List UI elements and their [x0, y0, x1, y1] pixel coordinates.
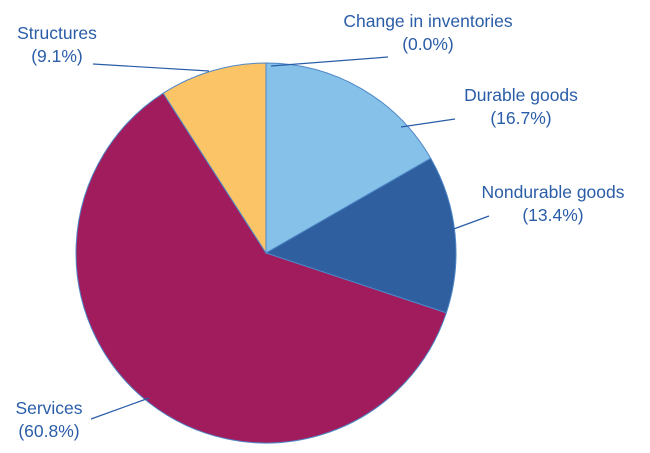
- label-services: Services (60.8%): [3, 397, 95, 443]
- slice-label-pct: (16.7%): [490, 108, 552, 128]
- slice-label-text: Durable goods: [464, 85, 578, 105]
- pie-slice-nondurable-goods: [264, 157, 457, 314]
- slice-label-pct: (60.8%): [18, 421, 80, 441]
- slice-label-text: Structures: [17, 23, 97, 43]
- label-nondurable-goods: Nondurable goods (13.4%): [456, 181, 650, 227]
- leader-line-change-in-inventories: [270, 56, 389, 67]
- label-change-in-inventories: Change in inventories (0.0%): [308, 10, 548, 56]
- leader-line-nondurable-goods: [450, 215, 490, 231]
- label-structures: Structures (9.1%): [2, 22, 112, 68]
- pie-slice-durable-goods: [265, 62, 432, 254]
- slice-label-pct: (9.1%): [31, 46, 83, 66]
- slice-label-text: Services: [15, 398, 83, 418]
- leader-line-services: [90, 397, 150, 420]
- slice-label-text: Change in inventories: [343, 11, 513, 31]
- leader-line-structures: [92, 63, 210, 72]
- slice-label-pct: (0.0%): [402, 34, 454, 54]
- pie-slice-structures: [162, 62, 267, 255]
- slice-label-text: Nondurable goods: [481, 182, 625, 202]
- pie-slice-services: [75, 92, 447, 444]
- leader-line-durable-goods: [400, 118, 456, 128]
- label-durable-goods: Durable goods (16.7%): [426, 84, 616, 130]
- slice-label-pct: (13.4%): [522, 205, 584, 225]
